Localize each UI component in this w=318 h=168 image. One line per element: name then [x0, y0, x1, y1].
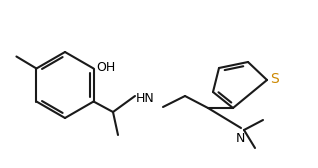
Text: HN: HN — [135, 92, 154, 105]
Text: S: S — [270, 72, 279, 86]
Text: N: N — [235, 132, 245, 145]
Text: OH: OH — [97, 61, 116, 74]
